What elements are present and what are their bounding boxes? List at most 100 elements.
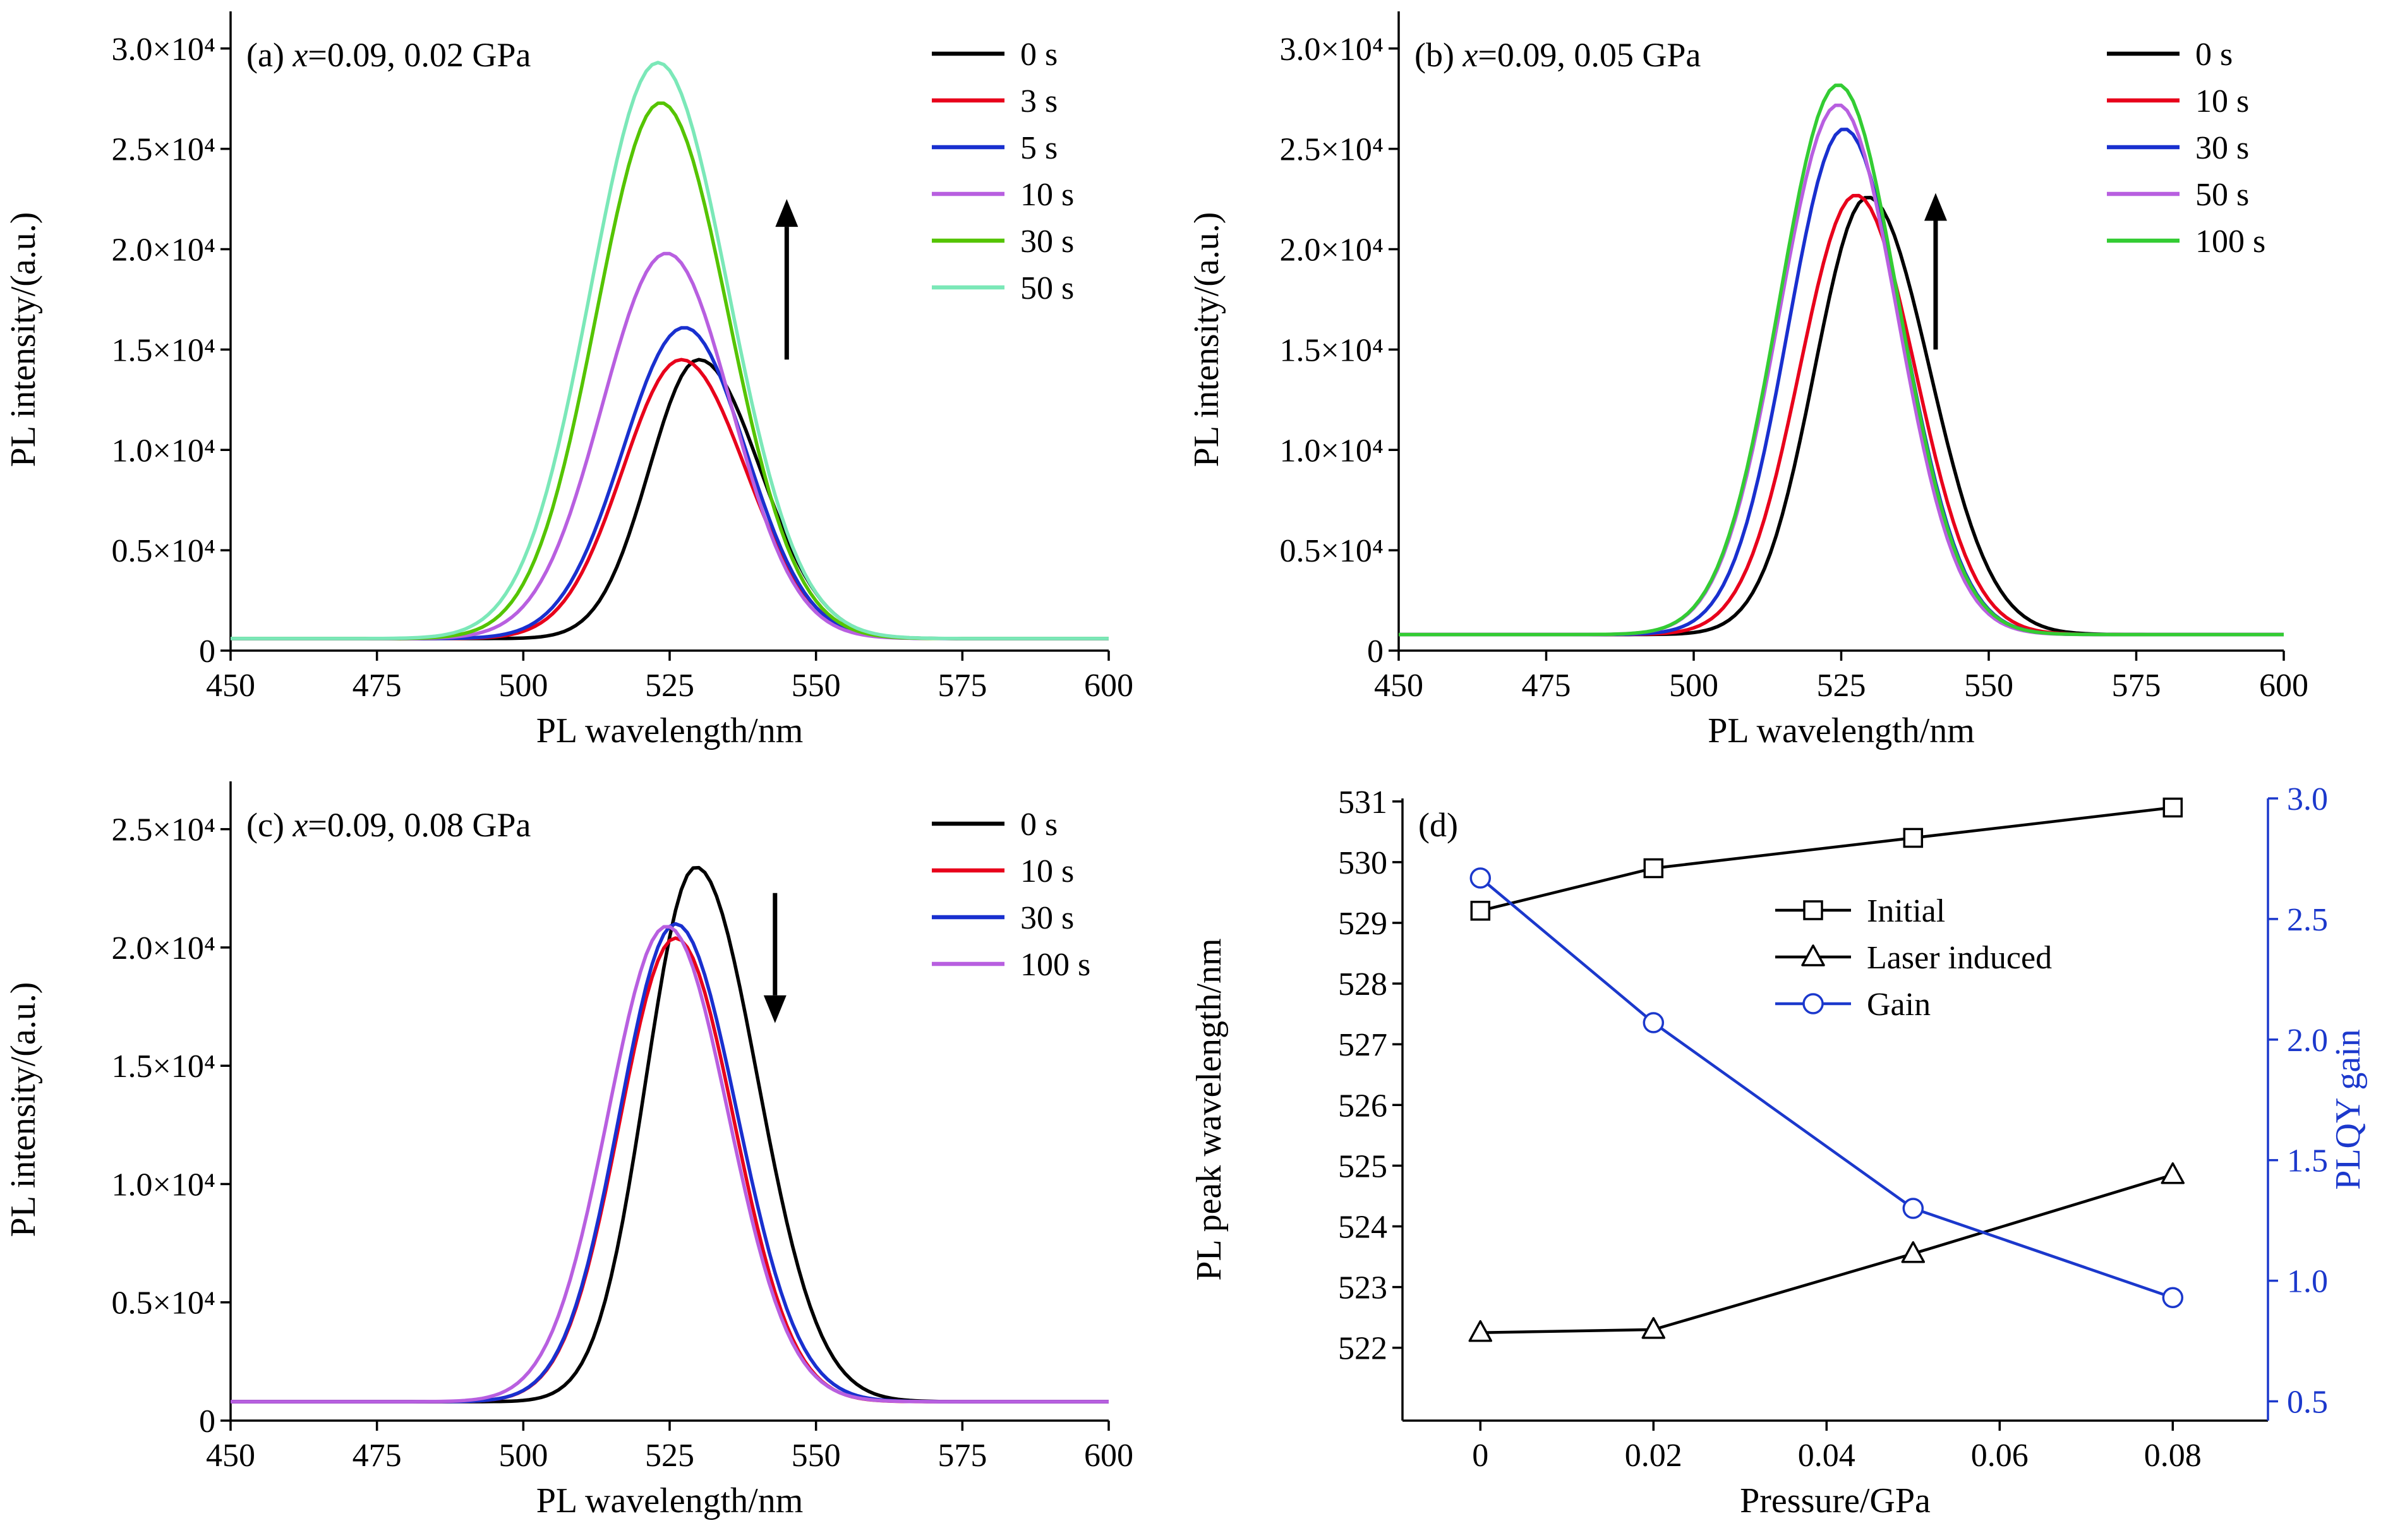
panel-a-content: (a) x=0.09, 0.02 GPa 450 475 500 525 550 575 60… <box>4 11 1133 750</box>
right-y-tick-label: 2.0 <box>2287 1023 2328 1059</box>
y-tick-label: 2.5×10⁴ <box>112 812 215 848</box>
x-tick-label: 0.06 <box>1971 1438 2029 1474</box>
x-tick-label: 525 <box>645 1438 694 1474</box>
curve-50s <box>231 61 1109 641</box>
legend-label: 10 s <box>2195 83 2249 119</box>
panel-b-title: (b) x=0.09, 0.05 GPa <box>1414 36 1701 74</box>
x-tick-label: 0 <box>1472 1438 1488 1474</box>
y-tick-label: 2.5×10⁴ <box>112 132 215 168</box>
y-axis-label: PL intensity/(a.u.) <box>1194 212 1226 467</box>
y-tick-label: 2.0×10⁴ <box>112 232 215 268</box>
x-tick-label: 550 <box>792 668 841 704</box>
curve-30s <box>1399 128 2284 637</box>
left-y-tick-label: 531 <box>1338 785 1387 821</box>
circle-marker <box>2162 1287 2184 1309</box>
right-y-tick-label: 1.5 <box>2287 1143 2328 1179</box>
right-y-tick-label: 3.0 <box>2287 781 2328 817</box>
legend-label: 0 s <box>1020 37 1058 73</box>
curve-5s <box>231 326 1109 641</box>
left-y-tick-label: 528 <box>1338 966 1387 1002</box>
legend-label: Gain <box>1867 987 1931 1023</box>
curve-100s <box>1399 83 2284 637</box>
left-y-axis-label: PL peak wavelength/nm <box>1194 938 1229 1280</box>
left-y-tick-label: 529 <box>1338 906 1387 942</box>
x-tick-label: 550 <box>792 1438 841 1474</box>
x-tick-label: 475 <box>1522 668 1571 704</box>
triangle-marker <box>1801 944 1825 966</box>
square-marker <box>1903 827 1924 848</box>
curve-30s <box>231 922 1109 1404</box>
right-y-tick-label: 2.5 <box>2287 902 2328 938</box>
up-arrow-head <box>1924 193 1947 221</box>
series-line-laser-induced <box>1480 1173 2173 1334</box>
panel-d-content: (d) 522 523 524 525 526 527 528 529 530 531 0.5 1.0 1… <box>1194 781 2368 1520</box>
curve-50s <box>1399 104 2284 637</box>
legend-label: Initial <box>1867 893 1945 929</box>
x-tick-label: 450 <box>1374 668 1423 704</box>
circle-marker <box>1469 867 1492 889</box>
circle-marker <box>1643 1012 1665 1033</box>
series-line-gain <box>1479 877 2174 1299</box>
panel-a: (a) x=0.09, 0.02 GPa 450 475 500 525 550 575 60… <box>0 0 1194 770</box>
y-tick-label: 0.5×10⁴ <box>1280 533 1384 569</box>
right-y-axis-label: PLQY gain <box>2329 1029 2368 1190</box>
triangle-marker <box>1641 1317 1666 1339</box>
y-tick-label: 2.0×10⁴ <box>1280 232 1384 268</box>
y-tick-label: 1.5×10⁴ <box>112 332 215 368</box>
y-tick-label: 1.0×10⁴ <box>112 433 215 469</box>
left-y-tick-label: 522 <box>1338 1331 1387 1367</box>
y-tick-label: 1.0×10⁴ <box>1280 433 1384 469</box>
triangle-marker <box>2161 1162 2185 1184</box>
y-tick-label: 0.5×10⁴ <box>112 1285 215 1321</box>
left-y-tick-label: 523 <box>1338 1270 1387 1306</box>
square-marker <box>1803 900 1823 920</box>
legend-label: 5 s <box>1020 130 1058 166</box>
y-tick-label: 0 <box>199 634 215 670</box>
triangle-marker <box>1468 1320 1493 1342</box>
left-y-tick-label: 527 <box>1338 1027 1387 1063</box>
y-tick-label: 1.5×10⁴ <box>1280 332 1384 368</box>
left-y-tick-label: 530 <box>1338 845 1387 881</box>
y-tick-label: 0 <box>1367 634 1384 670</box>
x-tick-label: 475 <box>353 1438 402 1474</box>
y-tick-label: 1.0×10⁴ <box>112 1167 215 1203</box>
x-tick-label: 475 <box>353 668 402 704</box>
legend-label: 50 s <box>2195 177 2249 213</box>
square-marker <box>1643 858 1664 879</box>
y-tick-label: 0.5×10⁴ <box>112 533 215 569</box>
panel-d: (d) 522 523 524 525 526 527 528 529 530 531 0.5 1.0 1… <box>1194 770 2388 1540</box>
panel-c: (c) x=0.09, 0.08 GPa 450 475 500 525 550 575 60… <box>0 770 1194 1540</box>
x-tick-label: 525 <box>645 668 694 704</box>
legend-label: 100 s <box>1020 947 1090 983</box>
x-tick-label: 575 <box>938 668 987 704</box>
x-tick-label: 600 <box>1084 668 1133 704</box>
legend-label: 30 s <box>1020 900 1074 936</box>
x-tick-label: 0.08 <box>2144 1438 2202 1474</box>
x-tick-label: 575 <box>938 1438 987 1474</box>
x-tick-label: 500 <box>1669 668 1718 704</box>
legend-label: 10 s <box>1020 177 1074 213</box>
square-marker <box>2162 797 2183 818</box>
x-tick-label: 550 <box>1964 668 2013 704</box>
y-tick-label: 0 <box>199 1404 215 1440</box>
legend-label: 100 s <box>2195 224 2265 260</box>
x-tick-label: 450 <box>206 1438 255 1474</box>
left-y-tick-label: 525 <box>1338 1148 1387 1184</box>
left-y-tick-label: 524 <box>1338 1209 1387 1245</box>
curve-10s <box>231 936 1109 1404</box>
legend-label: Laser induced <box>1867 940 2052 976</box>
x-tick-label: 525 <box>1817 668 1866 704</box>
right-y-tick-label: 0.5 <box>2287 1384 2328 1420</box>
panel-b-content: (b) x=0.09, 0.05 GPa 450 475 500 525 550 575 60… <box>1194 11 2308 750</box>
x-tick-label: 500 <box>498 668 548 704</box>
panel-c-title: (c) x=0.09, 0.08 GPa <box>246 806 531 844</box>
x-axis-label: PL wavelength/nm <box>1708 711 1975 750</box>
circle-marker <box>1802 993 1824 1014</box>
down-arrow-head <box>763 995 787 1023</box>
legend-label: 0 s <box>2195 37 2233 73</box>
panel-c-content: (c) x=0.09, 0.08 GPa 450 475 500 525 550 575 60… <box>4 781 1133 1520</box>
y-tick-label: 2.0×10⁴ <box>112 930 215 966</box>
right-y-tick-label: 1.0 <box>2287 1264 2328 1300</box>
y-tick-label: 2.5×10⁴ <box>1280 132 1384 168</box>
